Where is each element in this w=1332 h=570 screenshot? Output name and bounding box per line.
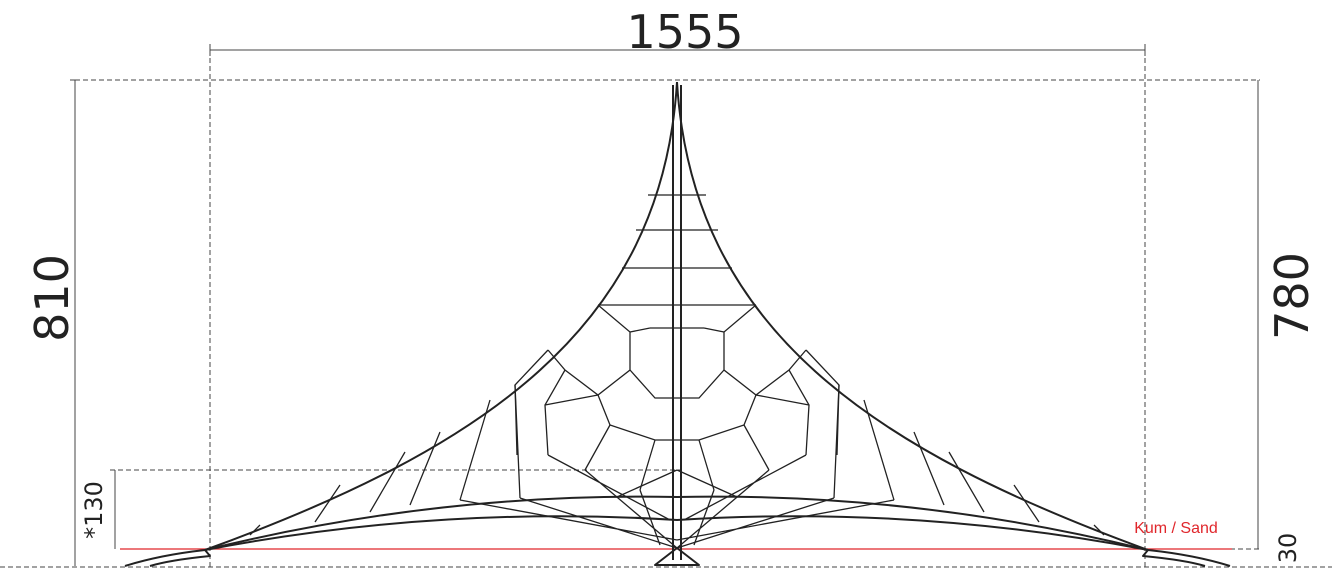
foundation-depth-label: 30 — [1274, 533, 1302, 564]
width-label: 1555 — [626, 5, 743, 59]
free-fall-height-label: *130 — [80, 481, 108, 539]
dimension-lines — [0, 44, 1332, 570]
height-label: 780 — [1265, 252, 1319, 340]
rope-net — [125, 82, 1230, 566]
total-height-label: 810 — [25, 254, 79, 342]
ground-label: Kum / Sand — [1134, 520, 1218, 537]
drawing: 1555 810 780 *130 30 Kum / Sand — [0, 0, 1332, 570]
